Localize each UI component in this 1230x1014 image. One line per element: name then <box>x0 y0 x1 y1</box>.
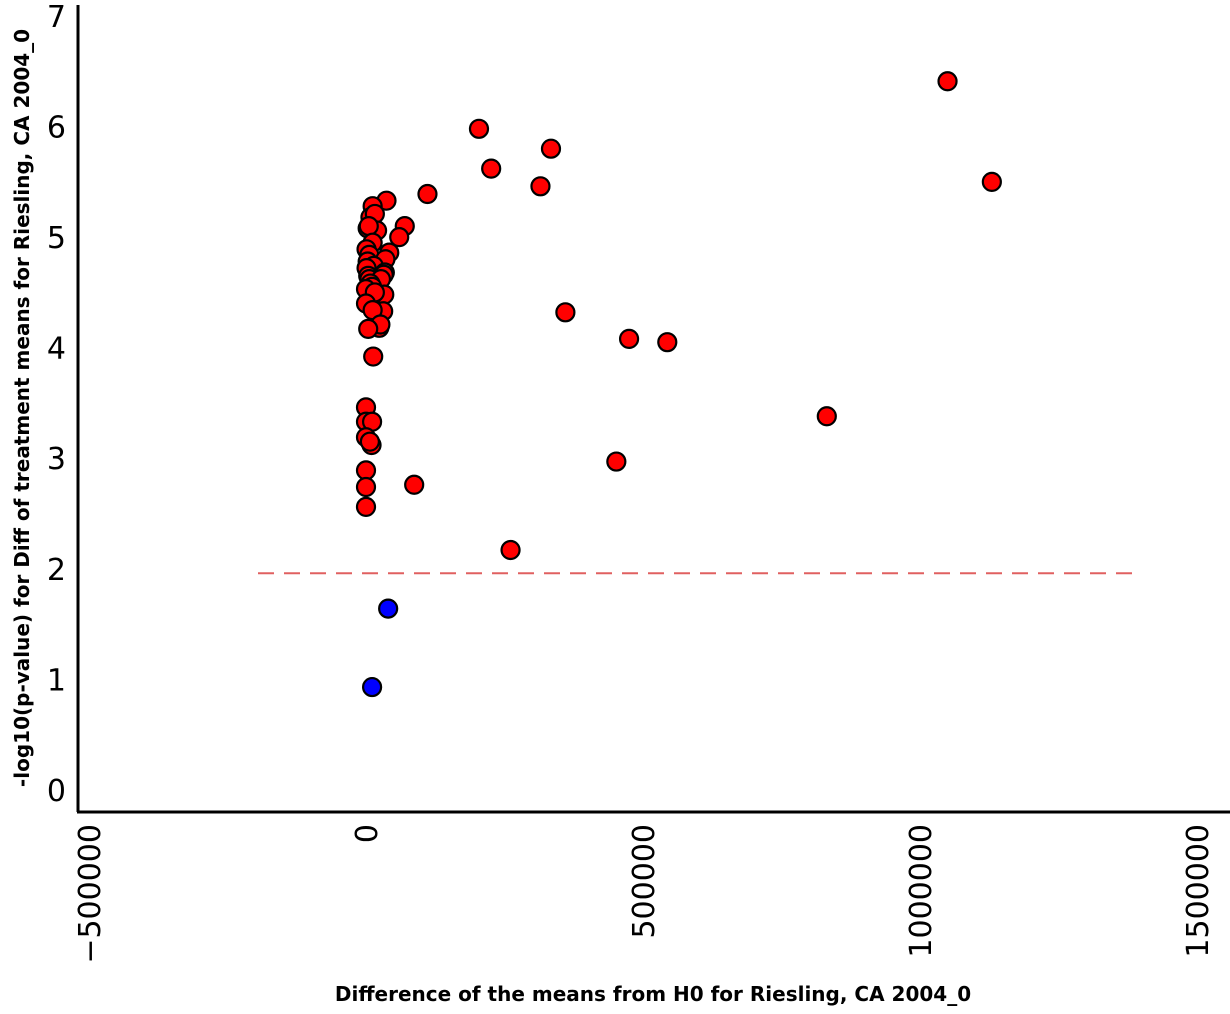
data-point-red-2 <box>983 173 1001 191</box>
data-point-red-53 <box>405 476 423 494</box>
data-point-red-37 <box>556 303 574 321</box>
x-axis-title: Difference of the means from H0 for Ries… <box>335 982 971 1006</box>
x-tick-label: 500000 <box>627 824 662 939</box>
y-tick-label: 3 <box>47 442 66 477</box>
data-points <box>357 72 1001 696</box>
data-point-red-52 <box>357 461 375 479</box>
data-point-red-40 <box>359 320 377 338</box>
data-point-blue-1 <box>363 678 381 696</box>
data-point-red-5 <box>531 177 549 195</box>
data-point-red-0 <box>939 72 957 90</box>
data-point-red-1 <box>470 120 488 138</box>
x-tick-labels: −500000 0 500000 1000000 1500000 <box>73 824 1216 964</box>
data-point-red-49 <box>361 433 379 451</box>
y-axis-title: -log10(p-value) for Diff of treatment me… <box>10 29 34 787</box>
y-tick-label: 4 <box>47 332 66 367</box>
data-point-red-43 <box>364 348 382 366</box>
y-tick-label: 2 <box>47 553 66 588</box>
x-tick-label: 0 <box>350 824 385 843</box>
y-tick-label: 1 <box>47 663 66 698</box>
data-point-red-50 <box>818 407 836 425</box>
y-tick-label: 5 <box>47 221 66 256</box>
y-tick-label: 7 <box>47 0 66 35</box>
data-point-red-4 <box>482 160 500 178</box>
data-point-red-56 <box>502 541 520 559</box>
data-point-red-55 <box>357 498 375 516</box>
y-tick-label: 0 <box>47 774 66 809</box>
data-point-red-6 <box>418 185 436 203</box>
data-point-red-13 <box>360 217 378 235</box>
data-point-red-51 <box>607 453 625 471</box>
data-point-red-42 <box>658 333 676 351</box>
data-point-red-54 <box>357 478 375 496</box>
y-tick-label: 6 <box>47 111 66 146</box>
x-tick-label: 1000000 <box>904 824 939 958</box>
data-point-blue-0 <box>379 600 397 618</box>
x-tick-label: −500000 <box>73 824 108 964</box>
y-tick-labels: 0 1 2 3 4 5 6 7 <box>47 0 66 809</box>
axes <box>77 5 1230 812</box>
data-point-red-3 <box>542 140 560 158</box>
x-tick-label: 1500000 <box>1181 824 1216 958</box>
data-point-red-41 <box>620 330 638 348</box>
